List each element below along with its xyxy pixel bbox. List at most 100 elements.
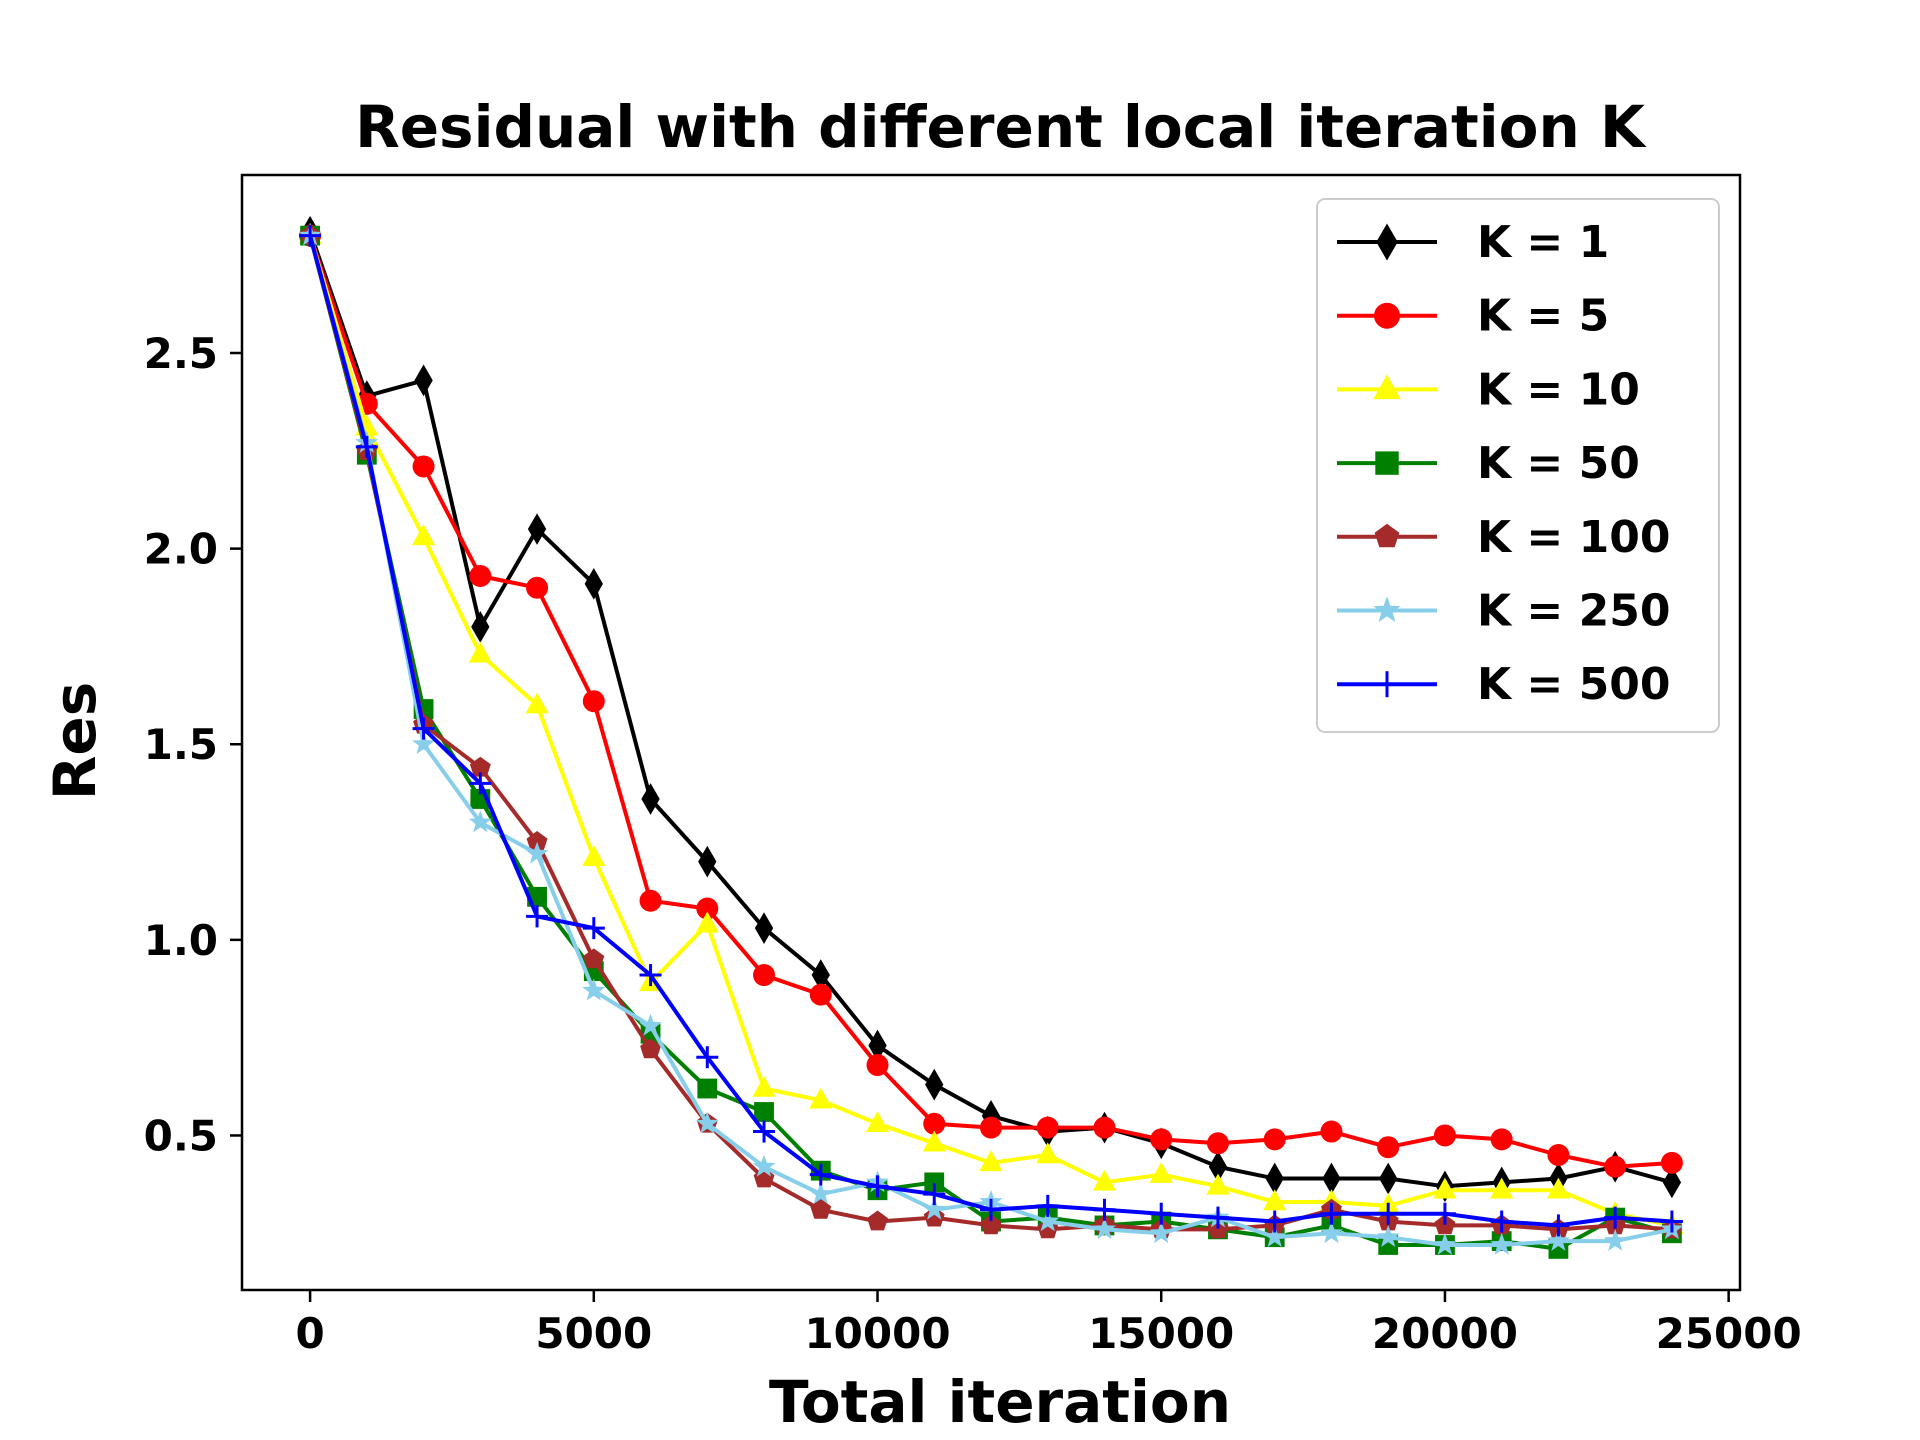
legend-item: K = 50 — [1337, 438, 1640, 489]
data-point — [696, 1046, 719, 1069]
series-2 — [299, 224, 1683, 1178]
legend-item: K = 5 — [1337, 291, 1609, 342]
data-point — [1376, 1225, 1400, 1247]
data-point — [526, 831, 548, 851]
legend: K = 1 K = 5 K = 10 K = 50 K = 100 K = 250 K = … — [1316, 198, 1720, 733]
data-point — [980, 1116, 1002, 1139]
data-point — [697, 1078, 718, 1099]
data-point — [583, 948, 605, 969]
data-point — [979, 1150, 1003, 1172]
legend-marker — [1374, 523, 1400, 548]
data-point — [527, 513, 547, 545]
x-axis-label: Total iteration — [769, 1368, 1231, 1436]
data-point — [922, 1130, 946, 1152]
data-point — [1490, 1128, 1513, 1151]
data-point — [695, 911, 719, 933]
data-point — [299, 224, 322, 247]
data-point — [1149, 1221, 1173, 1244]
data-point — [1036, 1142, 1060, 1164]
data-point — [526, 905, 549, 928]
data-point — [754, 1102, 774, 1122]
data-point — [1319, 1221, 1343, 1244]
chart-title: Residual with different local iteration … — [355, 93, 1647, 161]
data-point — [809, 1087, 833, 1109]
data-point — [752, 1075, 776, 1097]
y-tick-label: 2.0 — [144, 525, 218, 574]
data-point — [1320, 1202, 1343, 1225]
data-point — [355, 435, 378, 458]
data-point — [1433, 1124, 1456, 1147]
data-point — [640, 1038, 661, 1059]
data-point — [695, 1111, 719, 1134]
data-point — [1660, 1151, 1683, 1174]
data-point — [1036, 1209, 1060, 1232]
data-point — [1490, 1232, 1514, 1255]
data-point — [980, 1214, 1002, 1235]
x-tick-label: 0 — [295, 1309, 324, 1358]
x-tick-label: 15000 — [1088, 1309, 1234, 1358]
data-point — [752, 1154, 776, 1177]
legend-marker — [1374, 671, 1400, 698]
plot-area — [298, 215, 1684, 1259]
data-point — [923, 1206, 945, 1227]
data-point — [1490, 1210, 1513, 1233]
data-point — [469, 756, 491, 777]
data-point — [809, 1163, 832, 1186]
data-point — [810, 1198, 832, 1219]
data-point — [1433, 1177, 1457, 1199]
legend-item: K = 250 — [1337, 586, 1670, 637]
legend-label: K = 5 — [1477, 291, 1609, 342]
y-tick-label: 2.5 — [144, 329, 218, 378]
data-point — [582, 917, 605, 940]
data-point — [584, 567, 603, 600]
data-point — [414, 364, 433, 397]
y-tick-label: 1.0 — [144, 916, 218, 965]
data-point — [1093, 1217, 1116, 1240]
legend-label: K = 1 — [1477, 217, 1609, 268]
data-point — [1150, 1202, 1173, 1225]
data-point — [1206, 1206, 1229, 1229]
data-point — [1433, 1202, 1456, 1225]
data-point — [469, 565, 492, 588]
data-point — [923, 1112, 946, 1135]
data-point — [923, 1183, 946, 1206]
data-point — [754, 912, 774, 944]
data-point — [1604, 1206, 1627, 1229]
legend-marker — [1373, 374, 1401, 400]
series-7 — [299, 224, 1683, 1237]
data-point — [1093, 1116, 1116, 1139]
data-point — [1263, 1210, 1286, 1233]
data-point — [582, 845, 606, 866]
legend-label: K = 500 — [1477, 659, 1670, 710]
data-point — [698, 845, 717, 878]
data-point — [753, 1120, 776, 1143]
data-point — [753, 964, 776, 987]
data-point — [1036, 1194, 1059, 1217]
data-point — [1149, 1161, 1173, 1183]
data-point — [1660, 1210, 1683, 1233]
data-point — [582, 978, 606, 1001]
plot-frame — [240, 173, 1742, 1292]
legend-label: K = 50 — [1477, 438, 1640, 489]
x-tick-label: 25000 — [1656, 1309, 1802, 1358]
data-point — [1263, 1128, 1286, 1151]
data-point — [1206, 1132, 1229, 1155]
data-point — [925, 1068, 944, 1101]
data-point — [639, 964, 662, 987]
x-tick-label: 5000 — [535, 1309, 652, 1358]
data-point — [1036, 1116, 1059, 1139]
data-point — [809, 983, 832, 1006]
data-point — [1604, 1155, 1627, 1178]
legend-marker — [1373, 596, 1401, 623]
data-point — [1263, 1189, 1287, 1211]
y-tick-label: 0.5 — [144, 1111, 218, 1160]
legend-box — [1316, 198, 1720, 733]
data-point — [1603, 1229, 1627, 1251]
data-point — [1433, 1232, 1457, 1255]
legend-item: K = 10 — [1337, 364, 1640, 415]
data-point — [867, 1210, 888, 1231]
data-point — [866, 1175, 889, 1198]
data-point — [639, 1013, 663, 1036]
legend-label: K = 10 — [1477, 364, 1640, 415]
